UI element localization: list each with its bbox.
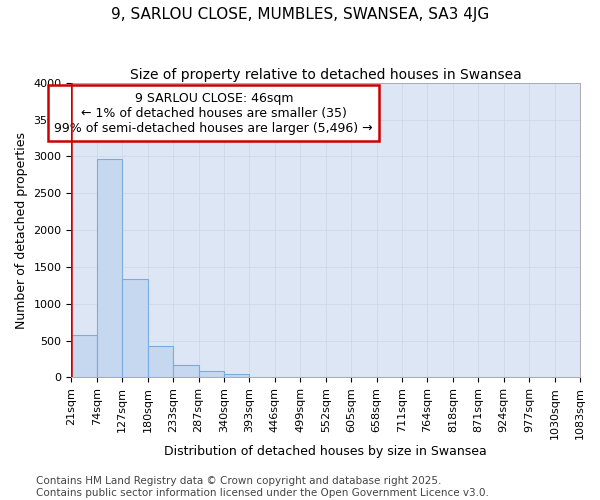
X-axis label: Distribution of detached houses by size in Swansea: Distribution of detached houses by size … <box>164 444 487 458</box>
Text: 9 SARLOU CLOSE: 46sqm
← 1% of detached houses are smaller (35)
99% of semi-detac: 9 SARLOU CLOSE: 46sqm ← 1% of detached h… <box>55 92 373 134</box>
Bar <box>173 365 199 378</box>
Text: Contains HM Land Registry data © Crown copyright and database right 2025.
Contai: Contains HM Land Registry data © Crown c… <box>36 476 489 498</box>
Bar <box>71 334 97 378</box>
Bar <box>148 346 173 378</box>
Bar <box>97 158 122 378</box>
Title: Size of property relative to detached houses in Swansea: Size of property relative to detached ho… <box>130 68 521 82</box>
Y-axis label: Number of detached properties: Number of detached properties <box>15 132 28 328</box>
Bar <box>199 372 224 378</box>
Bar <box>122 278 148 378</box>
Text: 9, SARLOU CLOSE, MUMBLES, SWANSEA, SA3 4JG: 9, SARLOU CLOSE, MUMBLES, SWANSEA, SA3 4… <box>111 8 489 22</box>
Bar <box>224 374 250 378</box>
